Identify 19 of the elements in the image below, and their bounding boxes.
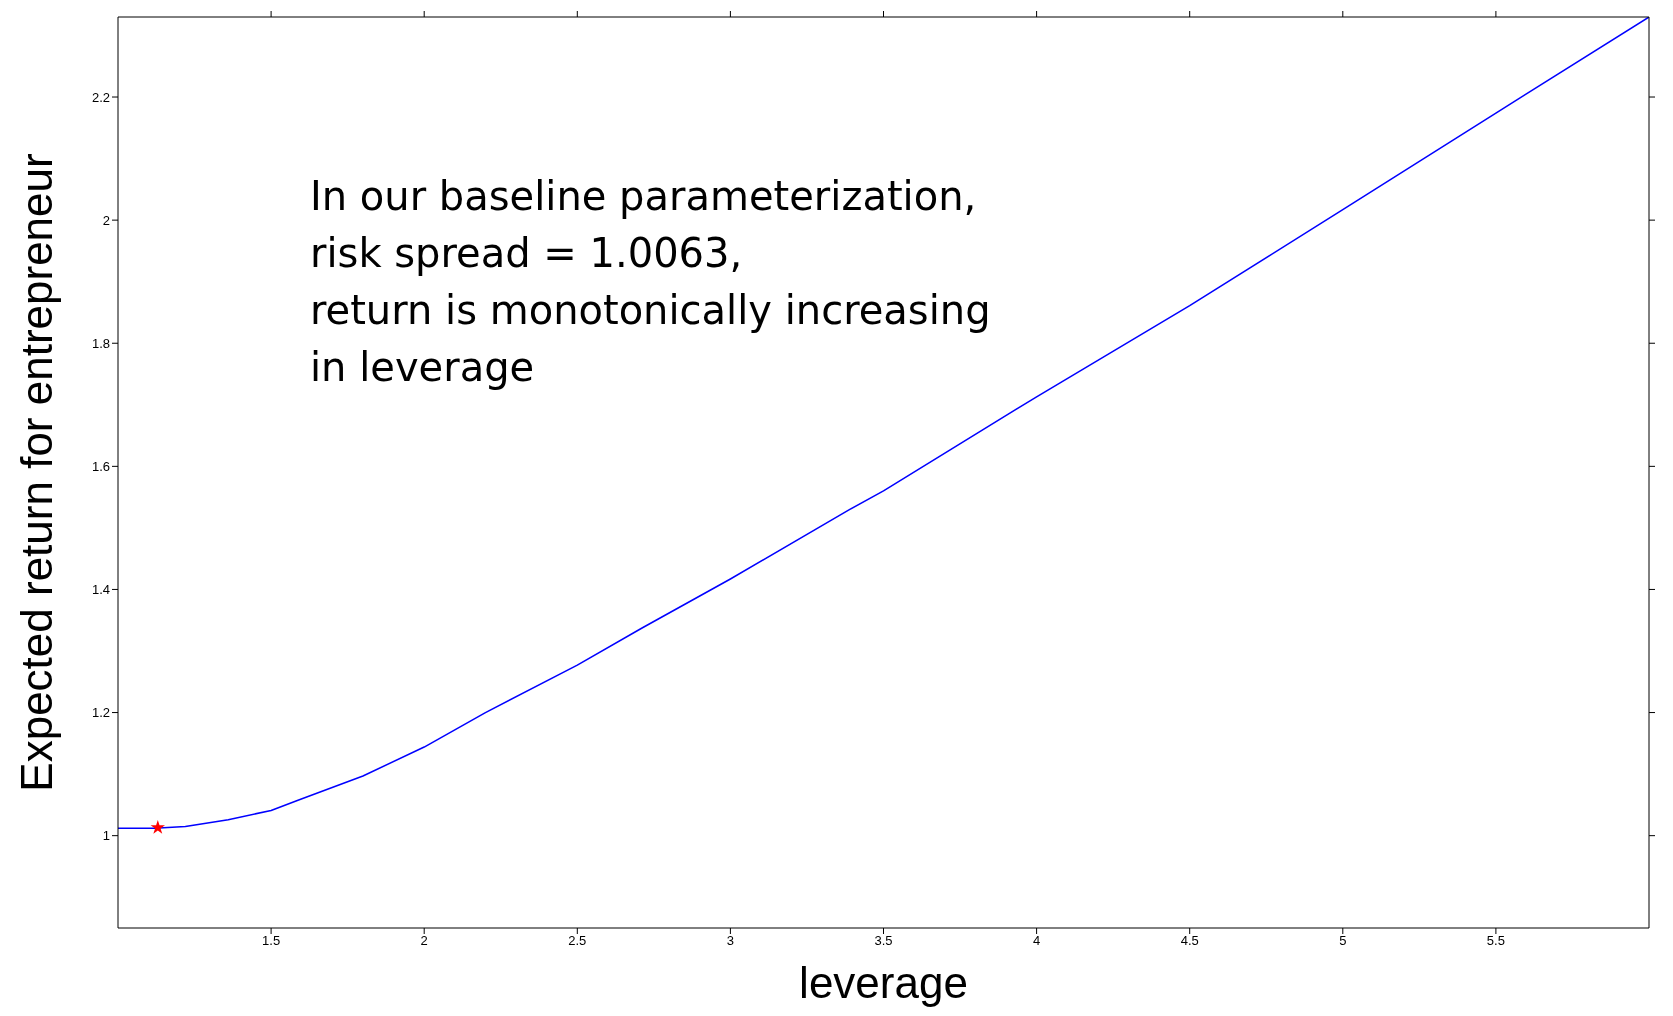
y-axis-title: Expected return for entrepreneur [11,153,61,792]
annotation: In our baseline parameterization, risk spread = 1.0063, return is monotonically increasing in leverage [310,172,991,392]
y-tick-label: 1 [102,828,110,844]
y-tick-label: 1.4 [91,582,110,598]
x-tick-label: 2 [420,933,428,949]
y-tick-label: 1.6 [91,458,110,474]
x-tick-label: 4 [1032,933,1041,949]
y-tick-label: 2.2 [91,89,110,105]
y-tick-label: 1.2 [91,705,110,721]
x-tick-label: 4.5 [1180,933,1199,949]
x-tick-label: 5 [1339,933,1347,949]
x-tick-label: 1.5 [262,933,281,949]
y-tick-label: 2 [102,212,110,228]
x-tick-label: 3.5 [874,933,893,949]
x-axis-title: leverage [799,958,968,1007]
x-tick-label: 2.5 [568,933,587,949]
x-tick-label: 5.5 [1486,933,1505,949]
x-tick-label: 3 [726,933,735,949]
y-tick-label: 1.8 [91,335,110,351]
